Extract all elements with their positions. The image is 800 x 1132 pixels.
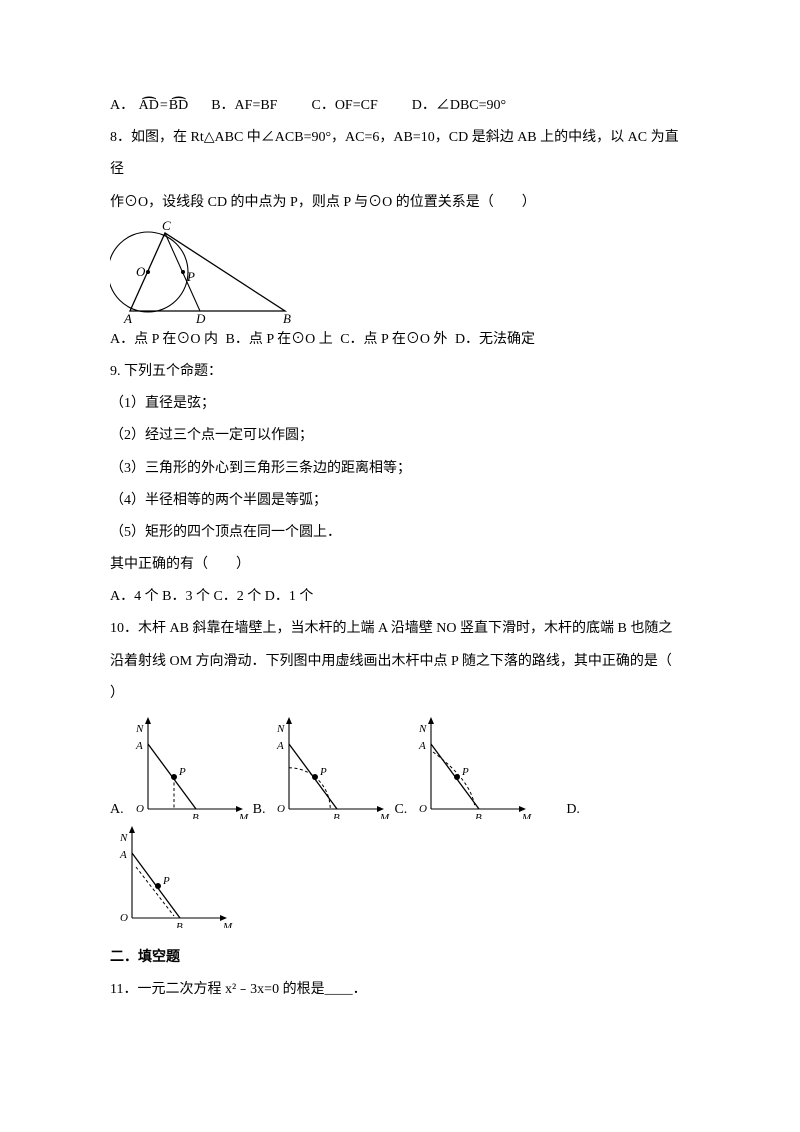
svg-text:B: B	[192, 812, 199, 819]
svg-text:N: N	[135, 723, 144, 735]
svg-text:N: N	[276, 723, 285, 735]
svg-text:M: M	[521, 812, 532, 819]
svg-text:M: M	[238, 812, 249, 819]
q10-label-C: C.	[394, 802, 407, 819]
q9-opts: A．4 个 B．3 个 C．2 个 D．1 个	[110, 581, 690, 613]
svg-text:A: A	[119, 849, 127, 861]
svg-text:A: A	[135, 740, 143, 752]
svg-text:P: P	[186, 269, 195, 284]
q10-figure-row2: NA P O B M	[110, 823, 690, 928]
q7-optC: C．OF=CF	[311, 90, 377, 122]
spacer	[110, 932, 690, 942]
q10-line3: ）	[110, 678, 690, 710]
q10-label-D: D.	[566, 802, 580, 819]
svg-text:O: O	[136, 803, 144, 815]
svg-text:P: P	[461, 766, 469, 778]
svg-text:N: N	[119, 832, 128, 844]
q8-optA: A．点 P 在⊙O 内	[110, 332, 218, 347]
svg-text:O: O	[136, 264, 146, 279]
arc-ad: AD	[138, 90, 160, 122]
q9-p3: （3）三角形的外心到三角形三条边的距离相等；	[110, 453, 690, 485]
q7-optB: B．AF=BF	[211, 90, 277, 122]
svg-text:M: M	[222, 921, 233, 928]
svg-text:M: M	[379, 812, 390, 819]
q9-head: 9. 下列五个命题：	[110, 356, 690, 388]
q8-options: A．点 P 在⊙O 内 B．点 P 在⊙O 上 C．点 P 在⊙O 外 D．无法…	[110, 324, 690, 356]
q10-fig-C: NA P O B M	[409, 714, 534, 819]
svg-text:B: B	[283, 311, 291, 324]
svg-text:O: O	[277, 803, 285, 815]
q10-fig-B: NA P O B M	[267, 714, 392, 819]
svg-text:N: N	[418, 723, 427, 735]
q9-p4: （4）半径相等的两个半圆是等弧；	[110, 485, 690, 517]
q10-figure-row1: A. NAPOBM B. NAPOBM C. NAPOBM D.	[110, 714, 690, 819]
section-2-title: 二．填空题	[110, 942, 690, 974]
q8-line2: 作⊙O，设线段 CD 的中点为 P，则点 P 与⊙O 的位置关系是（ ）	[110, 187, 690, 219]
q9-p1: （1）直径是弦；	[110, 388, 690, 420]
q7-options: A． AD = BD B．AF=BF C．OF=CF D．∠DBC=90°	[110, 90, 690, 122]
q8-optC: C．点 P 在⊙O 外	[340, 332, 447, 347]
page-content: A． AD = BD B．AF=BF C．OF=CF D．∠DBC=90° 8．…	[0, 0, 800, 1006]
svg-text:O: O	[419, 803, 427, 815]
arc-bd: BD	[168, 90, 189, 122]
svg-text:B: B	[333, 812, 340, 819]
q10-label-A: A.	[110, 802, 124, 819]
q8-optD: D．无法确定	[455, 332, 535, 347]
svg-text:O: O	[120, 912, 128, 924]
svg-text:C: C	[162, 219, 171, 233]
q10-fig-A: NA P O B M	[126, 714, 251, 819]
q10-fig-D: NA P O B M	[110, 823, 235, 928]
q10-line2: 沿着射线 OM 方向滑动．下列图中用虚线画出木杆中点 P 随之下落的路线，其中正…	[110, 646, 690, 678]
arc-equation: AD = BD	[138, 90, 190, 122]
q8-optB: B．点 P 在⊙O 上	[226, 332, 333, 347]
q10-label-B: B.	[253, 802, 266, 819]
svg-text:A: A	[418, 740, 426, 752]
q9-ask: 其中正确的有（ ）	[110, 549, 690, 581]
svg-text:B: B	[176, 921, 183, 928]
q9-p5: （5）矩形的四个顶点在同一个圆上．	[110, 517, 690, 549]
svg-text:P: P	[319, 766, 327, 778]
svg-text:A: A	[276, 740, 284, 752]
svg-text:P: P	[162, 875, 170, 887]
q9-p2: （2）经过三个点一定可以作圆；	[110, 420, 690, 452]
q8-line1: 8．如图，在 Rt△ABC 中∠ACB=90°，AC=6，AB=10，CD 是斜…	[110, 122, 690, 186]
q7-optD: D．∠DBC=90°	[412, 90, 506, 122]
q10-line1: 10．木杆 AB 斜靠在墙壁上，当木杆的上端 A 沿墙壁 NO 竖直下滑时，木杆…	[110, 613, 690, 645]
svg-text:B: B	[475, 812, 482, 819]
q11-text: 11．一元二次方程 x²﹣3x=0 的根是____．	[110, 974, 690, 1006]
q7-optA: A． AD = BD	[110, 90, 189, 122]
svg-text:D: D	[195, 311, 206, 324]
svg-text:P: P	[178, 766, 186, 778]
svg-text:A: A	[123, 311, 132, 324]
q8-figure: A D B C O P	[110, 219, 305, 324]
